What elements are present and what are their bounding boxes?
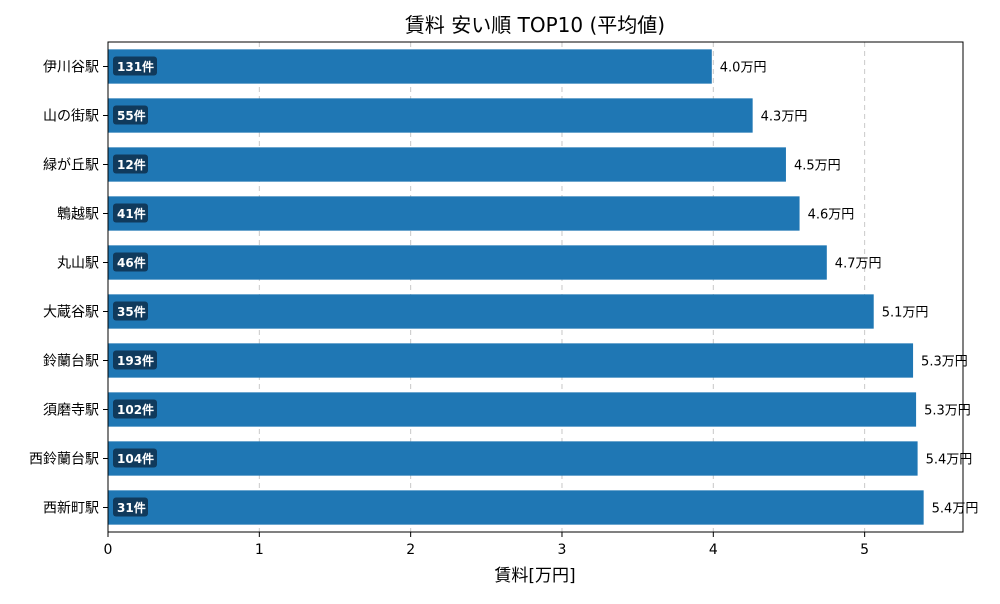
- bar: [108, 98, 753, 133]
- value-label: 5.3万円: [924, 404, 971, 419]
- value-label: 4.3万円: [761, 110, 808, 125]
- count-badge: [113, 252, 148, 272]
- count-badge: [113, 497, 148, 517]
- x-tick-label: 2: [406, 542, 415, 558]
- bar: [108, 294, 874, 329]
- count-badge: [113, 203, 148, 223]
- count-badge: [113, 350, 157, 370]
- count-label: 35件: [117, 304, 146, 319]
- bar: [108, 441, 918, 476]
- count-badge: [113, 154, 148, 174]
- category-label: 西鈴蘭台駅: [29, 452, 99, 468]
- category-label: 緑が丘駅: [43, 158, 99, 174]
- x-tick-label: 1: [255, 542, 264, 558]
- x-tick-label: 3: [558, 542, 567, 558]
- category-label: 丸山駅: [57, 256, 99, 272]
- bar: [108, 490, 924, 525]
- bar: [108, 49, 712, 84]
- category-label: 鵯越駅: [57, 206, 99, 223]
- value-label: 5.4万円: [932, 502, 979, 517]
- x-tick-label: 0: [104, 542, 113, 558]
- count-label: 193件: [117, 353, 154, 368]
- bars-group: 131件 4.0万円 55件 4.3万円 12件 4.5万円 41件 4.6万円 46件 4.7万…: [108, 49, 979, 525]
- category-label: 須磨寺駅: [43, 403, 99, 419]
- value-label: 4.5万円: [794, 159, 841, 174]
- value-label: 5.1万円: [882, 306, 929, 321]
- bar: [108, 245, 827, 280]
- category-label: 伊川谷駅: [43, 60, 99, 76]
- count-label: 55件: [117, 108, 146, 123]
- bar: [108, 196, 800, 231]
- x-tick-label: 5: [860, 542, 869, 558]
- x-axis-label: 賃料[万円]: [494, 566, 575, 586]
- bar: [108, 147, 786, 182]
- value-label: 4.0万円: [720, 61, 767, 76]
- count-badge: [113, 399, 157, 419]
- bar: [108, 392, 917, 427]
- bar: [108, 343, 914, 378]
- x-tick-label: 4: [709, 542, 718, 558]
- category-label: 山の街駅: [43, 109, 99, 125]
- category-label: 大蔵谷駅: [43, 305, 99, 321]
- count-label: 41件: [117, 206, 146, 221]
- count-badge: [113, 105, 148, 125]
- category-label: 鈴蘭台駅: [43, 354, 99, 370]
- chart-title: 賃料 安い順 TOP10 (平均値): [405, 13, 665, 37]
- value-label: 4.7万円: [835, 257, 882, 272]
- count-badge: [113, 56, 157, 76]
- category-label: 西新町駅: [43, 501, 99, 517]
- count-label: 102件: [117, 402, 154, 417]
- plot-frame: [107, 41, 964, 533]
- count-label: 46件: [117, 255, 146, 270]
- count-label: 12件: [117, 157, 146, 172]
- count-badge: [113, 301, 148, 321]
- value-label: 5.4万円: [926, 453, 973, 468]
- count-badge: [113, 448, 157, 468]
- value-label: 5.3万円: [921, 355, 968, 370]
- count-label: 31件: [117, 500, 146, 515]
- x-axis-ticks: 0 1 2 3 4 5: [104, 532, 869, 558]
- count-label: 131件: [117, 59, 154, 74]
- count-label: 104件: [117, 451, 154, 466]
- value-label: 4.6万円: [808, 208, 855, 223]
